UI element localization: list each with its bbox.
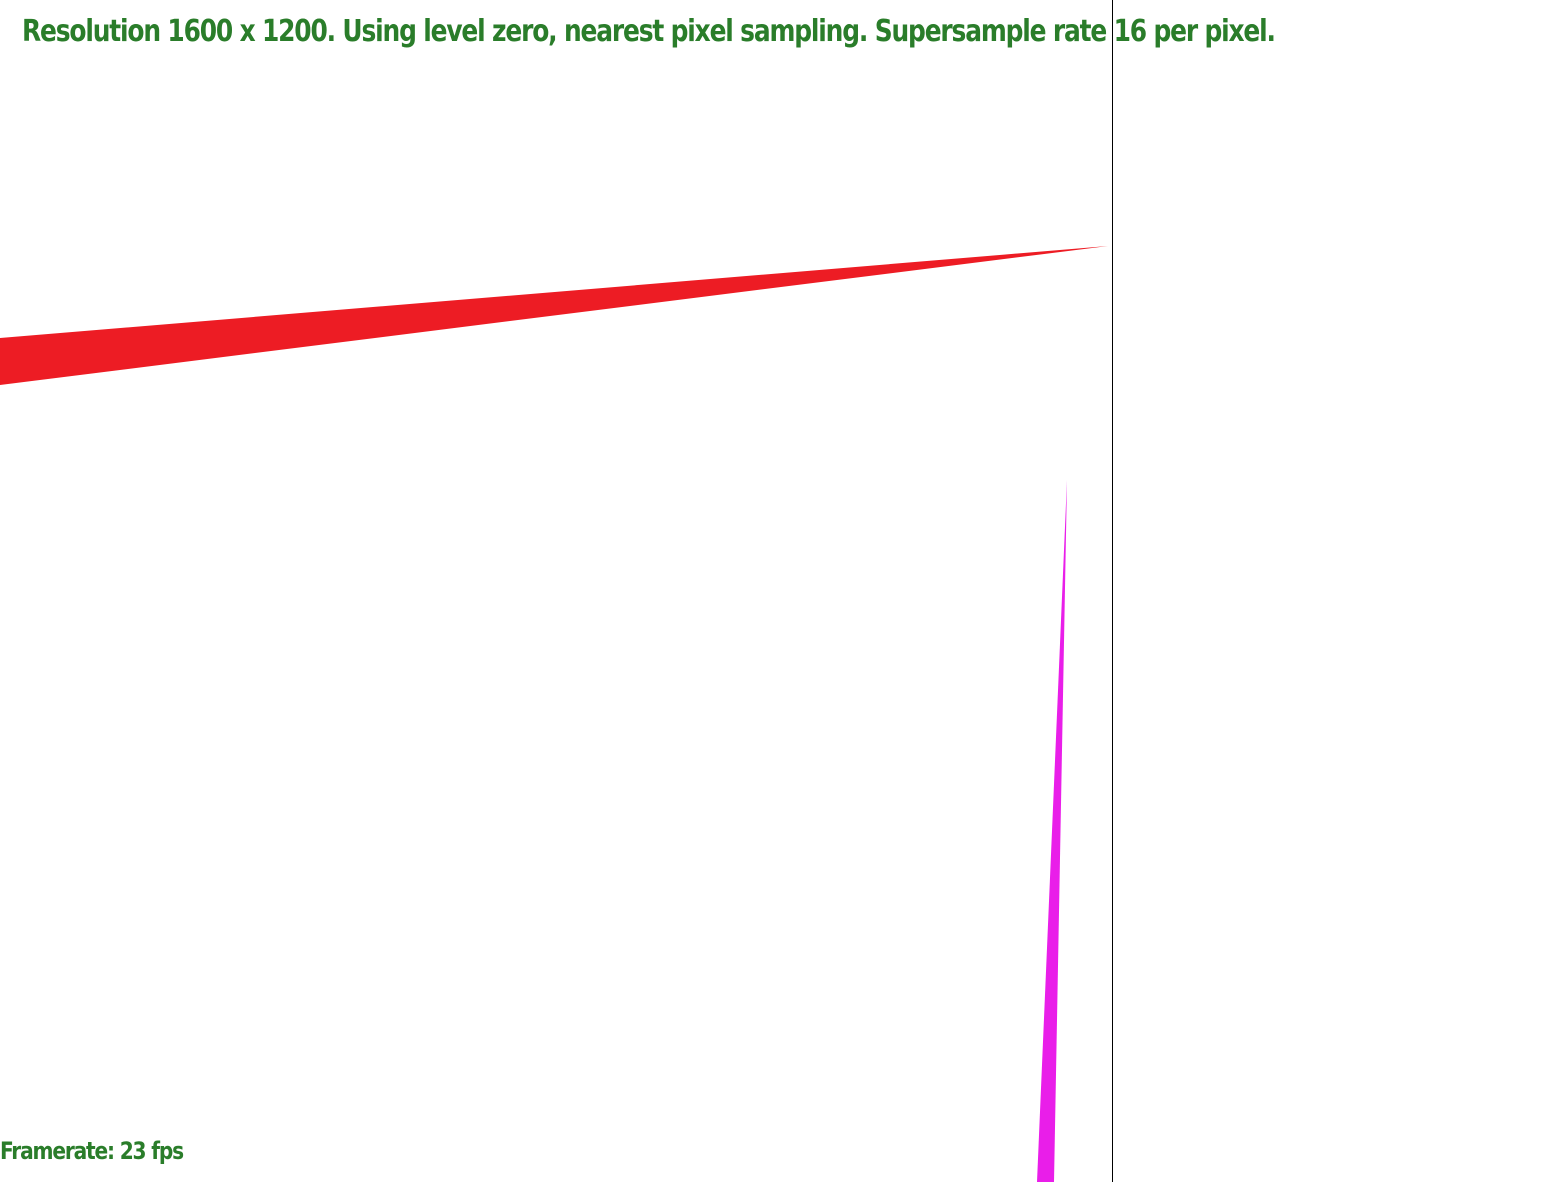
render-status-text: Resolution 1600 x 1200. Using level zero…: [22, 14, 1276, 49]
magenta-triangle: [1037, 480, 1067, 1182]
red-triangle: [0, 246, 1108, 385]
framerate-readout: Framerate: 23 fps: [0, 1137, 184, 1165]
